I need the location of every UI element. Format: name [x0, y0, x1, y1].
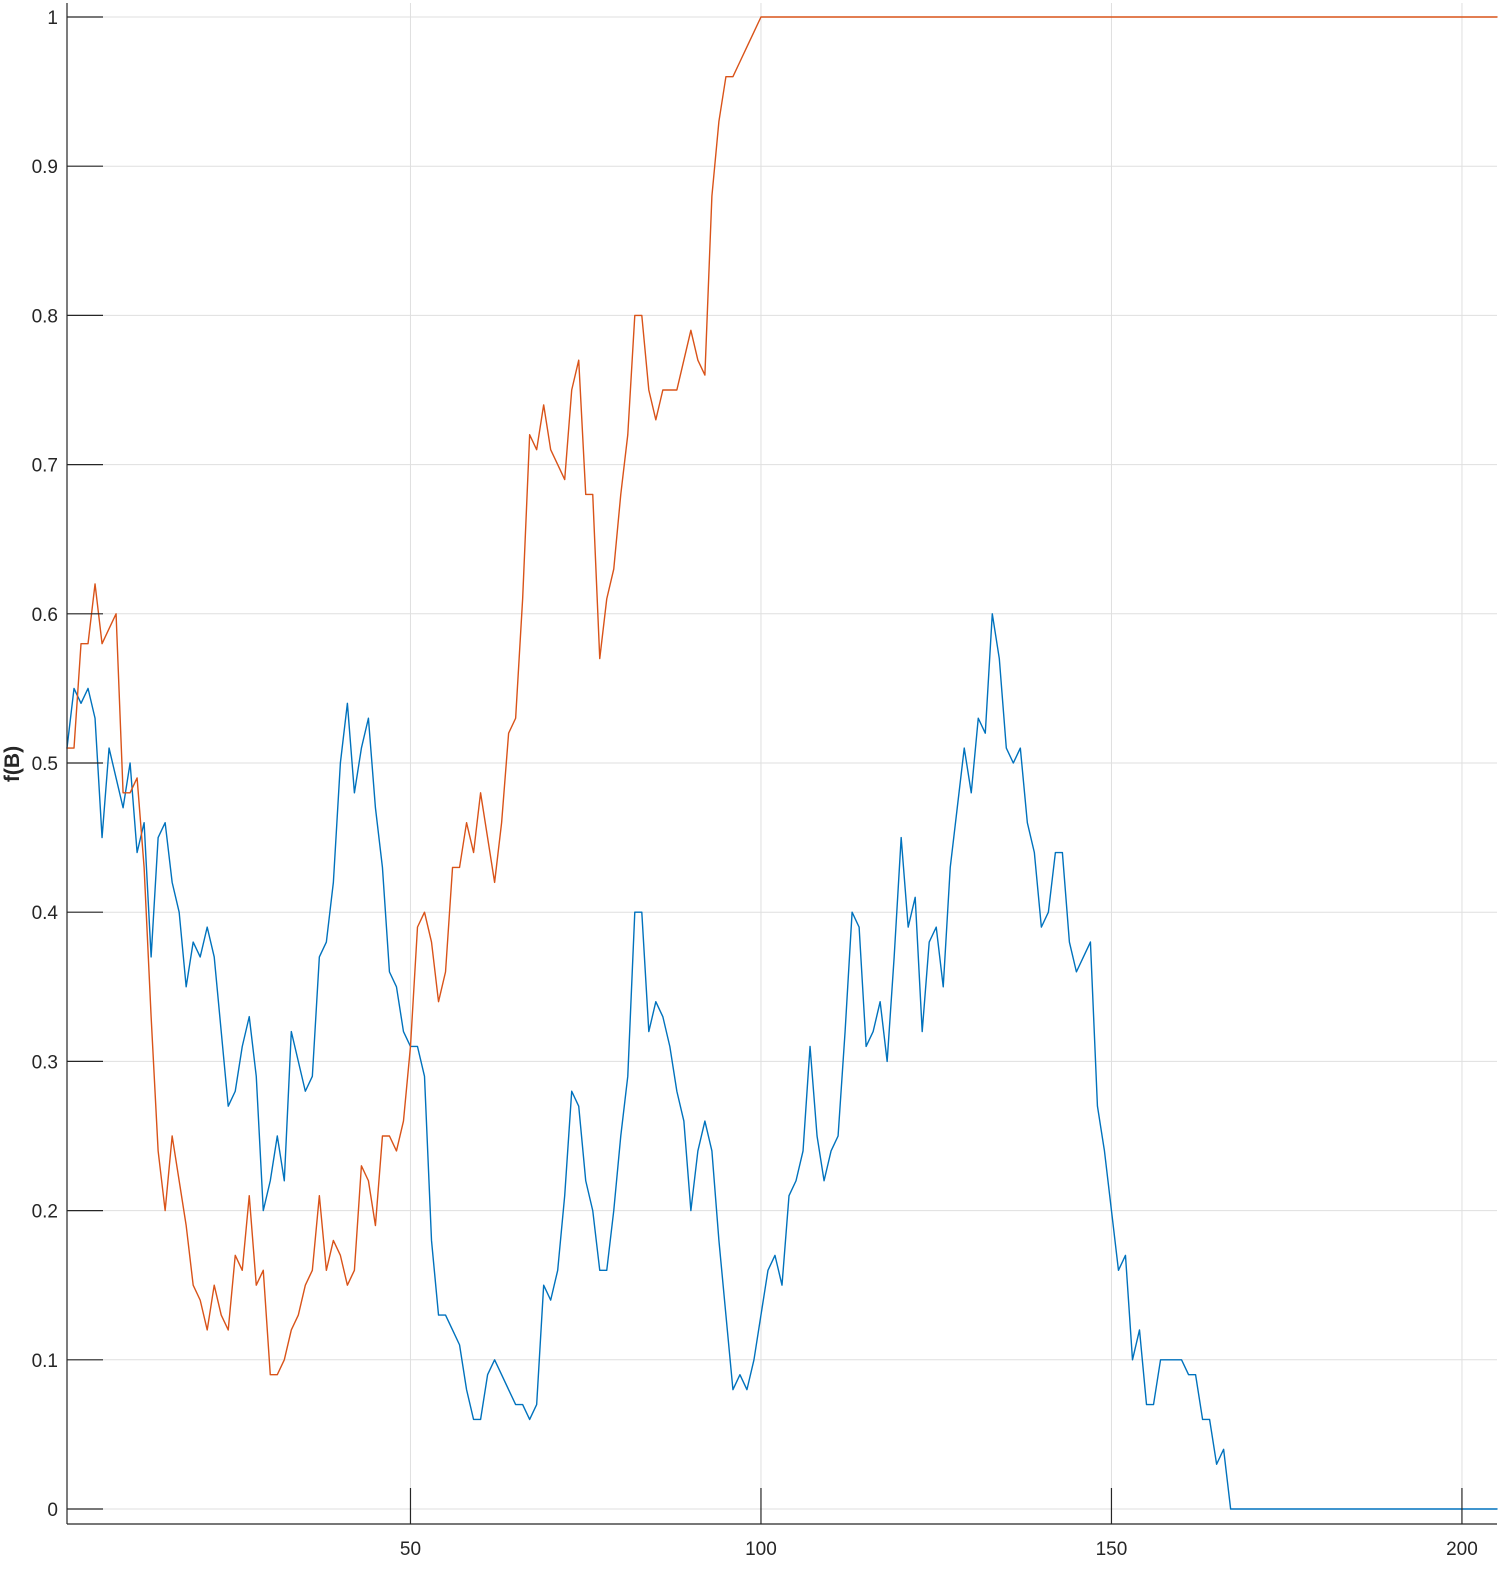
y-tick-label: 0.5	[32, 754, 58, 775]
y-axis-label: f(B)	[1, 746, 24, 782]
series-line-1	[66, 613, 1498, 1510]
y-tick-label: 0.1	[32, 1351, 58, 1372]
x-tick-label: 200	[1446, 1539, 1478, 1560]
y-tick-label: 0.9	[32, 157, 58, 178]
chart-axes	[66, 3, 1497, 1525]
x-tick-label: 50	[400, 1539, 421, 1560]
y-tick-label: 0.2	[32, 1202, 58, 1223]
y-tick-label: 0.6	[32, 605, 58, 626]
x-tick-labels: 50 100 150 200	[400, 1539, 1478, 1560]
x-tick-label: 150	[1096, 1539, 1128, 1560]
chart-series	[66, 16, 1498, 1510]
y-tick-label: 1	[47, 8, 58, 29]
series-line-2	[66, 16, 1498, 1376]
y-tick-label: 0.8	[32, 306, 58, 327]
y-tick-label: 0.3	[32, 1052, 58, 1073]
y-tick-labels: 0 0.1 0.2 0.3 0.4 0.5 0.6 0.7 0.8 0.9 1	[32, 8, 59, 1521]
y-tick-label: 0	[47, 1500, 58, 1521]
y-tick-label: 0.4	[32, 903, 59, 924]
y-tick-label: 0.7	[32, 456, 58, 477]
x-tick-label: 100	[745, 1539, 777, 1560]
chart-grid	[67, 3, 1497, 1524]
